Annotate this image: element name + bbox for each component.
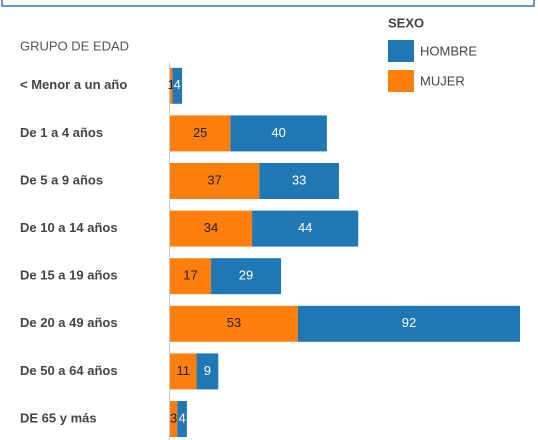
legend-title: SEXO bbox=[388, 15, 424, 30]
category-label: De 10 a 14 años bbox=[20, 220, 118, 235]
bar-segment bbox=[170, 353, 197, 390]
data-label: 1 bbox=[168, 77, 175, 92]
category-label: DE 65 y más bbox=[20, 410, 97, 425]
data-label: 92 bbox=[402, 315, 416, 330]
data-label: 40 bbox=[271, 125, 285, 140]
bar-segment bbox=[230, 115, 327, 152]
bar-segment bbox=[170, 258, 212, 295]
data-label: 33 bbox=[292, 172, 306, 187]
bar-segment bbox=[252, 210, 359, 247]
top-panel bbox=[1, 0, 535, 7]
bar-segment bbox=[196, 353, 219, 390]
bar-segment bbox=[170, 401, 178, 437]
legend-swatch bbox=[388, 70, 414, 92]
data-label: 37 bbox=[207, 172, 221, 187]
category-label: De 20 a 49 años bbox=[20, 315, 118, 330]
legend-label: MUJER bbox=[420, 73, 465, 88]
legend-label: HOMBRE bbox=[420, 43, 477, 58]
data-label: 53 bbox=[227, 315, 241, 330]
bar-segment bbox=[172, 67, 183, 104]
category-label: De 1 a 4 años bbox=[20, 125, 103, 140]
data-label: 17 bbox=[183, 268, 197, 283]
bar-segment bbox=[177, 401, 187, 437]
bar-segment bbox=[170, 210, 253, 247]
data-label: 29 bbox=[239, 268, 253, 283]
data-label: 4 bbox=[174, 77, 181, 92]
category-label: De 15 a 19 años bbox=[20, 268, 118, 283]
axis-title: GRUPO DE EDAD bbox=[20, 38, 129, 53]
data-label: 44 bbox=[298, 220, 312, 235]
data-label: 11 bbox=[177, 363, 191, 378]
bar-segment bbox=[211, 258, 282, 295]
bar-segment bbox=[170, 163, 260, 199]
legend-swatch bbox=[388, 40, 414, 62]
category-label: De 5 a 9 años bbox=[20, 172, 103, 187]
data-label: 34 bbox=[204, 220, 218, 235]
data-label: 9 bbox=[204, 363, 211, 378]
category-label: De 50 a 64 años bbox=[20, 363, 118, 378]
data-label: 4 bbox=[178, 410, 185, 425]
category-label: < Menor a un año bbox=[20, 77, 127, 92]
data-label: 25 bbox=[193, 125, 207, 140]
data-label: 3 bbox=[170, 410, 177, 425]
bar-segment bbox=[259, 163, 339, 199]
bar-segment bbox=[297, 305, 520, 342]
bar-segment bbox=[170, 67, 173, 104]
bar-segment bbox=[170, 305, 298, 342]
bar-segment bbox=[170, 115, 231, 152]
